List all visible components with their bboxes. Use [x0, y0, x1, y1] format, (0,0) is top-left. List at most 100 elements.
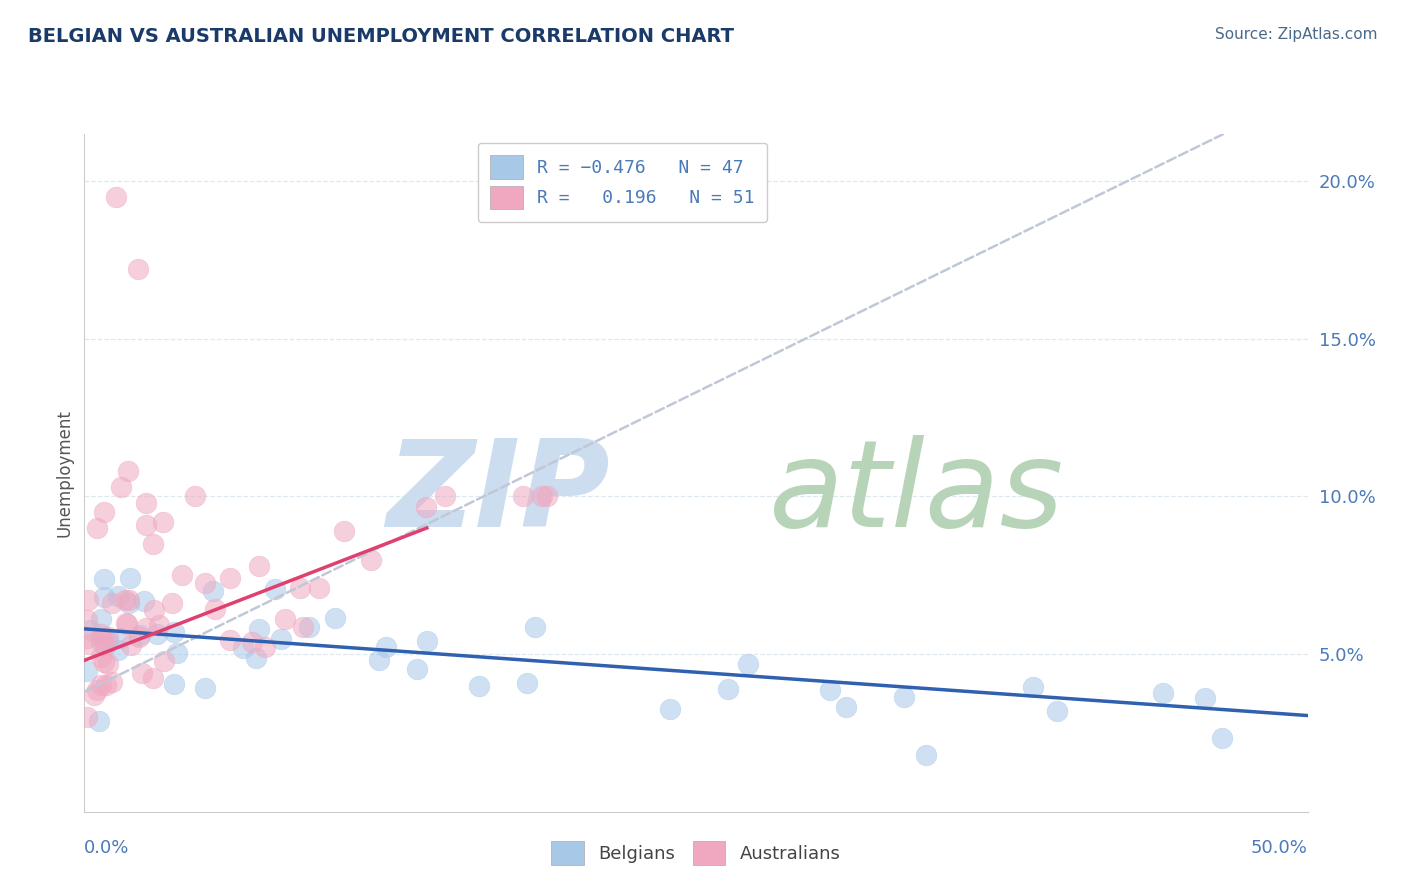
Point — [360, 552, 382, 566]
Point — [531, 490, 554, 504]
Point — [249, 558, 271, 573]
Point — [93, 572, 115, 586]
Point — [107, 590, 129, 604]
Point — [83, 688, 105, 702]
Point — [323, 611, 346, 625]
Point — [160, 597, 183, 611]
Point — [86, 683, 108, 698]
Point — [148, 617, 170, 632]
Y-axis label: Unemployment: Unemployment — [55, 409, 73, 537]
Point — [253, 640, 276, 654]
Point — [204, 602, 226, 616]
Point — [291, 620, 314, 634]
Point — [87, 714, 110, 728]
Point — [915, 747, 938, 762]
Point — [264, 582, 287, 596]
Point — [93, 505, 115, 519]
Text: atlas: atlas — [769, 434, 1064, 551]
Point — [135, 496, 157, 510]
Point — [333, 524, 356, 538]
Point — [288, 581, 311, 595]
Point — [93, 656, 115, 670]
Point — [1046, 705, 1069, 719]
Point — [120, 571, 142, 585]
Point — [536, 490, 558, 504]
Point — [523, 620, 546, 634]
Point — [90, 635, 112, 649]
Point — [219, 571, 242, 585]
Point — [128, 628, 150, 642]
Point — [172, 568, 194, 582]
Point — [142, 671, 165, 685]
Point — [135, 518, 157, 533]
Point — [202, 583, 225, 598]
Point — [405, 662, 427, 676]
Legend: Belgians, Australians: Belgians, Australians — [538, 829, 853, 877]
Point — [468, 679, 491, 693]
Point — [76, 664, 98, 678]
Point — [893, 690, 915, 705]
Point — [90, 627, 112, 641]
Point — [97, 630, 120, 644]
Point — [79, 637, 101, 651]
Point — [415, 500, 437, 515]
Point — [716, 681, 738, 696]
Point — [132, 594, 155, 608]
Point — [97, 635, 120, 649]
Point — [375, 640, 398, 654]
Point — [94, 639, 117, 653]
Point — [76, 613, 98, 627]
Point — [108, 631, 131, 645]
Point — [107, 642, 129, 657]
Point — [118, 597, 141, 611]
Point — [818, 682, 841, 697]
Point — [90, 649, 112, 664]
Text: 0.0%: 0.0% — [84, 838, 129, 857]
Point — [512, 490, 534, 504]
Point — [101, 675, 124, 690]
Point — [128, 630, 150, 644]
Point — [368, 653, 391, 667]
Point — [219, 633, 242, 648]
Text: BELGIAN VS AUSTRALIAN UNEMPLOYMENT CORRELATION CHART: BELGIAN VS AUSTRALIAN UNEMPLOYMENT CORRE… — [28, 27, 734, 45]
Point — [658, 702, 681, 716]
Point — [245, 651, 267, 665]
Point — [232, 640, 254, 655]
Point — [146, 627, 169, 641]
Point — [298, 620, 321, 634]
Point — [96, 678, 118, 692]
Point — [110, 480, 132, 494]
Point — [416, 633, 439, 648]
Point — [1211, 731, 1233, 745]
Point — [163, 625, 186, 640]
Point — [120, 639, 142, 653]
Point — [93, 590, 115, 604]
Point — [79, 624, 101, 638]
Point — [1194, 691, 1216, 706]
Point — [90, 611, 112, 625]
Point — [308, 581, 330, 595]
Point — [274, 612, 297, 626]
Point — [835, 700, 858, 714]
Point — [101, 596, 124, 610]
Point — [194, 681, 217, 695]
Point — [127, 262, 149, 277]
Text: 50.0%: 50.0% — [1251, 838, 1308, 857]
Point — [118, 593, 141, 607]
Point — [142, 537, 165, 551]
Point — [737, 657, 759, 672]
Point — [270, 632, 292, 647]
Point — [76, 710, 98, 724]
Point — [1021, 680, 1043, 694]
Point — [434, 490, 457, 504]
Point — [131, 666, 153, 681]
Point — [105, 190, 128, 204]
Point — [183, 490, 205, 504]
Point — [76, 632, 98, 646]
Point — [163, 677, 186, 691]
Point — [97, 657, 120, 671]
Point — [142, 603, 165, 617]
Point — [247, 622, 270, 636]
Point — [90, 678, 112, 692]
Point — [1152, 686, 1174, 700]
